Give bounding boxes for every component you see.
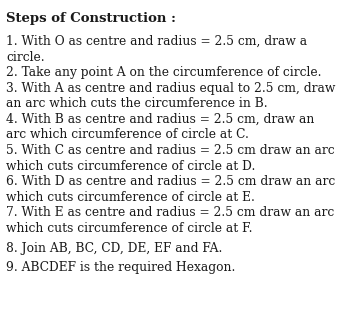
Text: which cuts circumference of circle at E.: which cuts circumference of circle at E. [6,191,255,204]
Text: which cuts circumference of circle at F.: which cuts circumference of circle at F. [6,222,253,235]
Text: 9. ABCDEF is the required Hexagon.: 9. ABCDEF is the required Hexagon. [6,261,236,274]
Text: which cuts circumference of circle at D.: which cuts circumference of circle at D. [6,160,256,172]
Text: 8. Join AB, BC, CD, DE, EF and FA.: 8. Join AB, BC, CD, DE, EF and FA. [6,242,223,255]
Text: 6. With D as centre and radius = 2.5 cm draw an arc: 6. With D as centre and radius = 2.5 cm … [6,175,336,188]
Text: circle.: circle. [6,51,45,64]
Text: arc which circumference of circle at C.: arc which circumference of circle at C. [6,128,249,141]
Text: 4. With B as centre and radius = 2.5 cm, draw an: 4. With B as centre and radius = 2.5 cm,… [6,113,315,126]
Text: 5. With C as centre and radius = 2.5 cm draw an arc: 5. With C as centre and radius = 2.5 cm … [6,144,335,157]
Text: 3. With A as centre and radius equal to 2.5 cm, draw: 3. With A as centre and radius equal to … [6,82,336,95]
Text: 1. With O as centre and radius = 2.5 cm, draw a: 1. With O as centre and radius = 2.5 cm,… [6,35,308,48]
Text: 7. With E as centre and radius = 2.5 cm draw an arc: 7. With E as centre and radius = 2.5 cm … [6,206,335,219]
Text: 2. Take any point A on the circumference of circle.: 2. Take any point A on the circumference… [6,66,322,79]
Text: an arc which cuts the circumference in B.: an arc which cuts the circumference in B… [6,97,268,110]
Text: Steps of Construction :: Steps of Construction : [6,12,176,24]
